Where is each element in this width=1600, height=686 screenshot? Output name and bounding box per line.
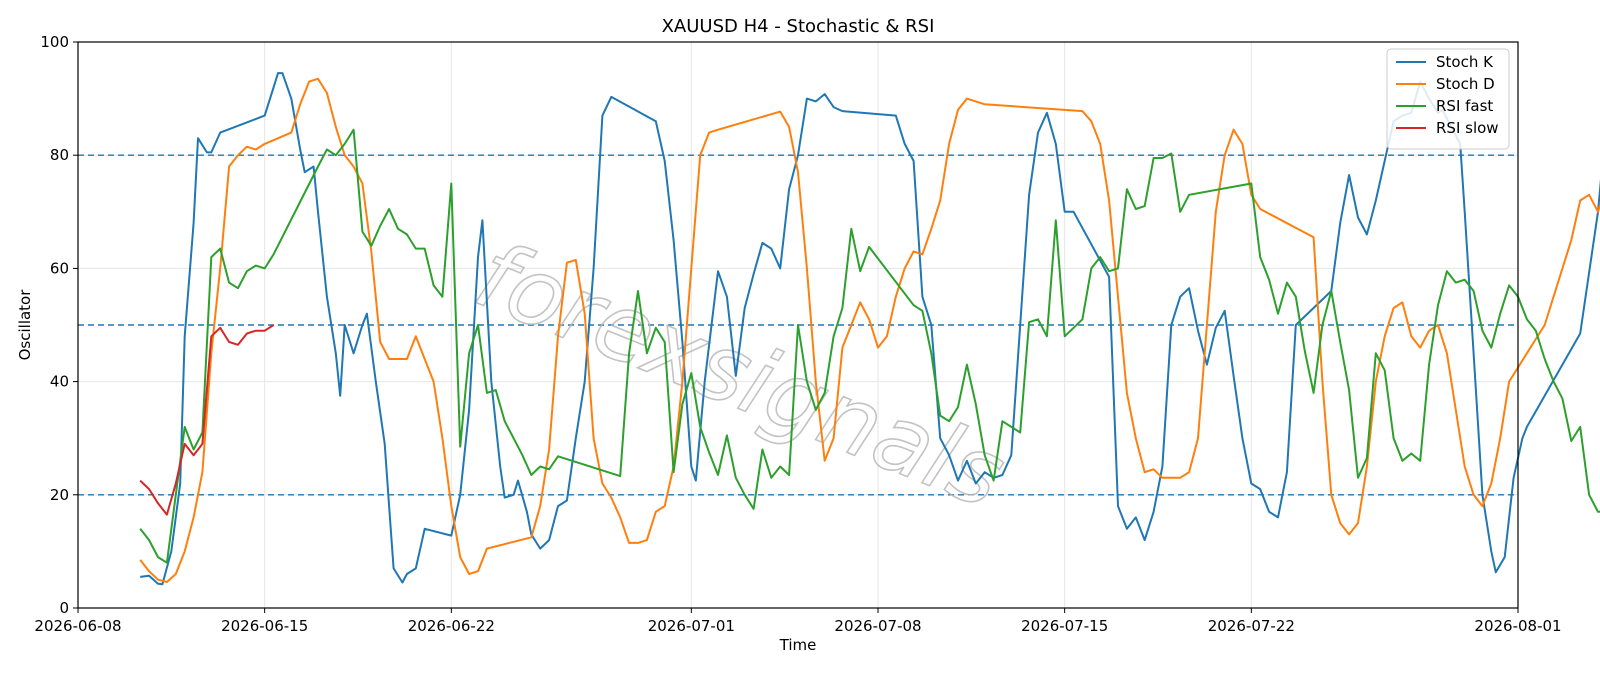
series-line-stoch-d (139, 77, 1600, 583)
y-axis-label: Oscillator (16, 289, 34, 361)
x-tick-label: 2026-06-22 (408, 617, 495, 635)
y-tick-label: 40 (50, 373, 69, 391)
y-tick-label: 20 (50, 486, 69, 504)
x-tick-label: 2026-06-08 (34, 617, 121, 635)
y-tick-label: 100 (40, 33, 69, 51)
y-tick-label: 80 (50, 146, 69, 164)
legend-label: Stoch D (1436, 75, 1495, 93)
x-tick-label: 2026-07-01 (648, 617, 735, 635)
legend-label: Stoch K (1436, 53, 1494, 71)
x-tick-label: 2026-07-22 (1208, 617, 1295, 635)
x-tick-label: 2026-06-15 (221, 617, 308, 635)
plot-area-frame (77, 41, 1519, 609)
tick-layer: 0 20 40 60 80 100 2026-06-08 2026-06-15 2026-06-… (34, 33, 1561, 635)
legend-label: RSI slow (1436, 119, 1499, 137)
legend-label: RSI fast (1436, 97, 1493, 115)
chart-title: XAUUSD H4 - Stochastic & RSI (662, 16, 935, 37)
legend-box (1386, 48, 1510, 150)
x-tick-label: 2026-07-15 (1021, 617, 1108, 635)
x-tick-label: 2026-08-01 (1474, 617, 1561, 635)
y-tick-label: 0 (59, 599, 69, 617)
legend: Stoch K Stoch D RSI fast RSI slow (1386, 48, 1510, 150)
x-axis-label: Time (779, 636, 817, 654)
x-tick-label: 2026-07-08 (834, 617, 921, 635)
series-line-rsi-slow (139, 324, 275, 516)
y-tick-label: 60 (50, 259, 69, 277)
series-line-rsi-fast (139, 128, 1600, 564)
